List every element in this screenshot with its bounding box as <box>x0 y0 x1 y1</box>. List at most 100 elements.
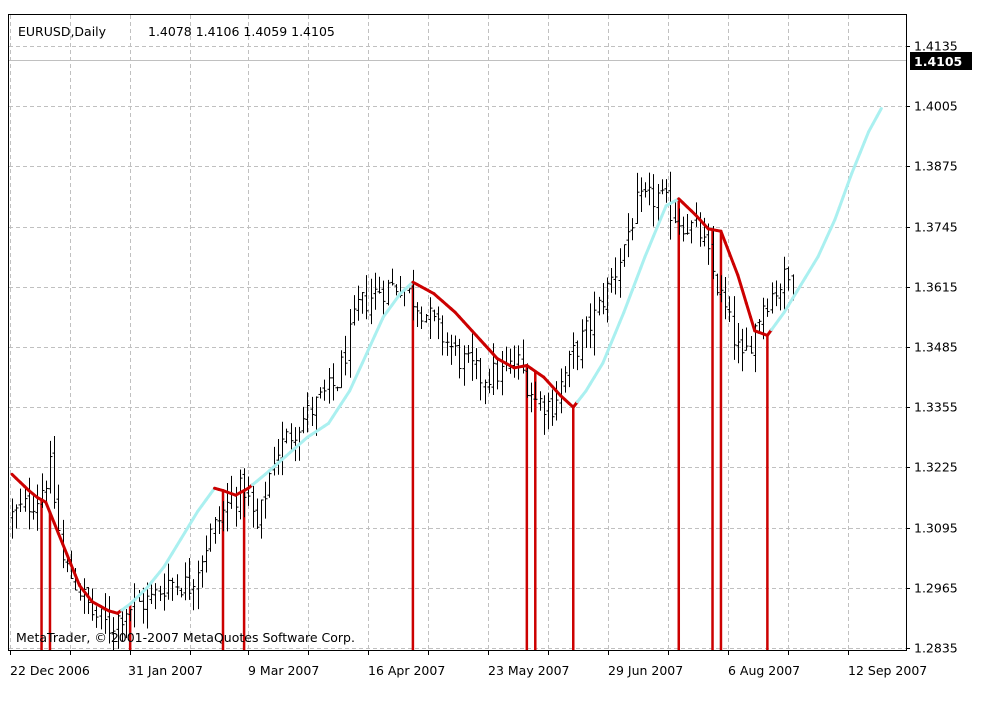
ohlc-bar <box>643 182 648 198</box>
ohlc-bar <box>331 363 336 401</box>
ohlc-bar <box>107 596 112 644</box>
ohlc-bar <box>255 498 260 529</box>
ohlc-bar <box>466 345 471 363</box>
ohlc-bar <box>664 179 669 203</box>
ohlc-bar <box>170 577 175 601</box>
ohlc-bar <box>550 389 555 426</box>
y-tick-label: 1.3745 <box>914 220 958 235</box>
ohlc-bars <box>10 171 796 651</box>
moving-average-segment <box>744 301 752 319</box>
ohlc-bar <box>381 280 386 320</box>
ohlc-bar <box>149 582 154 605</box>
y-tick-label: 1.2835 <box>914 641 958 656</box>
ohlc-bar <box>386 279 391 306</box>
ohlc-bar <box>723 277 728 320</box>
ohlc-bar <box>356 285 361 321</box>
x-tick-label: 12 Sep 2007 <box>848 663 927 678</box>
ohlc-bar <box>761 297 766 340</box>
ohlc-bar <box>580 319 585 369</box>
moving-average-segment <box>626 288 634 303</box>
ohlc-bar <box>546 392 551 430</box>
moving-average <box>10 107 883 615</box>
moving-average-segment <box>622 299 630 314</box>
ohlc-bar <box>40 473 45 508</box>
ohlc-bar <box>141 587 146 624</box>
ohlc-bar <box>689 220 694 244</box>
ohlc-bar <box>462 345 467 386</box>
ohlc-bar <box>31 496 36 520</box>
ohlc-bar <box>305 392 310 433</box>
ohlc-bar <box>221 501 226 532</box>
moving-average-segment <box>841 183 850 198</box>
ohlc-bar <box>14 504 19 529</box>
time-axis[interactable]: 22 Dec 2006 31 Jan 2007 9 Mar 2007 16 Apr 2… <box>10 650 927 678</box>
moving-average-segment <box>647 234 655 249</box>
moving-average-segment <box>348 380 356 393</box>
ohlc-bar <box>145 582 150 629</box>
ohlc-bar <box>782 256 787 313</box>
ohlc-bar <box>415 302 420 328</box>
moving-average-segment <box>377 315 385 328</box>
ohlc-bar <box>263 481 268 519</box>
ohlc-bar <box>749 336 754 354</box>
ohlc-bar <box>727 296 732 322</box>
moving-average-segment <box>613 320 622 335</box>
ohlc-bar <box>158 585 163 602</box>
ohlc-bar <box>668 171 673 240</box>
ohlc-bar <box>778 283 783 311</box>
chart-ohlc-values: 1.4078 1.4106 1.4059 1.4105 <box>148 24 335 39</box>
ohlc-bar <box>23 486 28 512</box>
moving-average-segment <box>862 130 871 144</box>
moving-average-segment <box>44 500 52 515</box>
ohlc-bar <box>183 562 188 601</box>
ohlc-bar <box>651 174 656 227</box>
moving-average-segment <box>601 351 609 365</box>
ohlc-bar <box>639 177 644 213</box>
ohlc-bar <box>563 366 568 393</box>
ohlc-bar <box>301 406 306 434</box>
ohlc-bar <box>588 303 593 349</box>
ohlc-bar <box>635 172 640 225</box>
ohlc-bar <box>124 609 129 639</box>
plot-frame <box>8 14 907 651</box>
ohlc-bar <box>538 391 543 411</box>
moving-average-segment <box>656 214 664 228</box>
x-tick-label: 6 Aug 2007 <box>728 663 800 678</box>
moving-average-segment <box>356 361 364 374</box>
ohlc-bar <box>35 484 40 531</box>
ohlc-bar <box>377 276 382 294</box>
y-tick-label: 1.3355 <box>914 400 958 415</box>
ohlc-bar <box>597 296 602 316</box>
moving-average-segment <box>605 341 613 355</box>
ohlc-bar <box>373 272 378 310</box>
moving-average-segment <box>749 315 757 333</box>
moving-average-segment <box>52 521 60 535</box>
price-tag: 1.4105 <box>914 54 962 69</box>
ohlc-bar <box>529 382 534 413</box>
ohlc-bar <box>204 535 209 573</box>
ohlc-bar <box>457 338 462 379</box>
ohlc-bar <box>736 322 741 364</box>
ohlc-bar <box>267 469 272 498</box>
ohlc-bar <box>740 328 745 372</box>
moving-average-segment <box>618 310 626 324</box>
ohlc-bar <box>436 306 441 340</box>
moving-average-segment <box>69 563 77 577</box>
moving-average-segment <box>369 333 377 347</box>
moving-average-segment <box>61 542 69 556</box>
moving-average-segment <box>660 204 668 218</box>
ohlc-bar <box>322 379 327 401</box>
price-tag-box <box>910 52 972 70</box>
ohlc-bar <box>166 563 171 600</box>
grid <box>9 15 906 650</box>
ohlc-bar <box>609 268 614 293</box>
moving-average-segment <box>858 140 866 155</box>
ohlc-bar <box>440 315 445 356</box>
ohlc-bar <box>656 184 661 227</box>
price-axis[interactable]: 1.4135 1.4005 1.3875 1.3745 1.3615 1.3485 1.33… <box>906 39 958 656</box>
ohlc-bar <box>622 244 627 267</box>
moving-average-segment <box>639 255 647 270</box>
ohlc-bar <box>419 306 424 330</box>
